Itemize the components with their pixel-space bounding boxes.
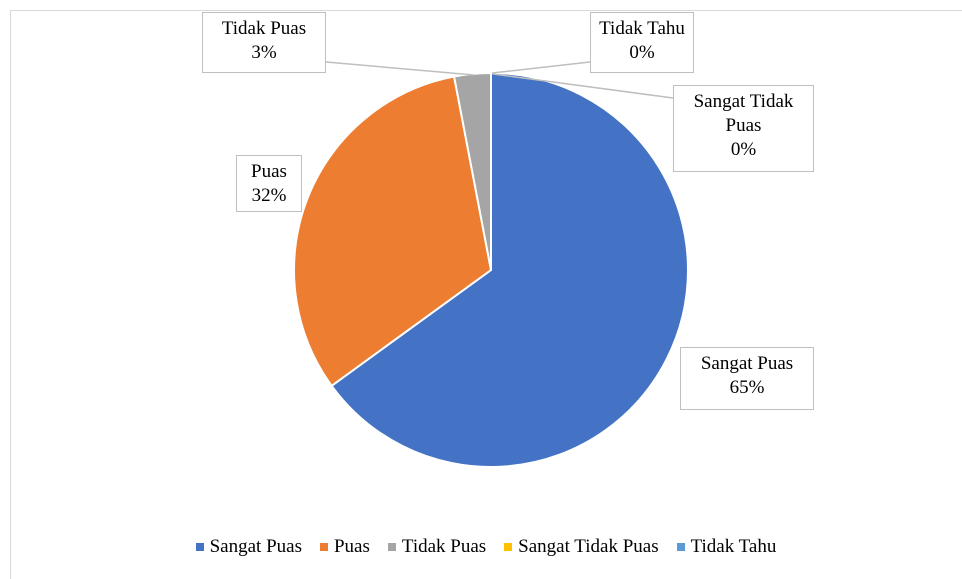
value-label: 65% [729,377,765,398]
value-label: 3% [251,42,277,63]
data-label: Puas 32% [236,155,302,212]
legend-swatch [387,543,396,551]
pie-slice [330,71,689,468]
leader-line [492,73,674,99]
data-label: Tidak Puas 3% [202,12,326,73]
value-label: 0% [629,42,655,63]
data-label: Sangat Puas 65% [680,347,814,410]
legend-item: Tidak Tahu [676,536,777,558]
legend-item: Tidak Puas [387,536,487,558]
category-label: Tidak Puas [221,18,307,39]
legend-item: Sangat Tidak Puas [504,536,659,558]
leader-line [491,61,591,74]
legend-label: Puas [333,536,370,557]
category-label: Sangat Tidak Puas [693,91,794,136]
legend-swatch [195,543,204,551]
legend-swatch [319,543,328,551]
legend-label: Tidak Tahu [690,536,777,557]
legend-swatch [676,543,685,551]
legend-label: Sangat Puas [209,536,302,557]
data-label: Sangat Tidak Puas 0% [673,85,814,172]
legend-item: Puas [319,536,370,558]
legend-swatch [504,543,513,551]
legend-label: Sangat Tidak Puas [518,536,659,557]
pie-slice [293,75,493,388]
legend-item: Sangat Puas [195,536,302,558]
leader-line [325,61,475,76]
category-label: Puas [251,161,287,182]
category-label: Tidak Tahu [599,18,685,39]
legend: Sangat Puas Puas Tidak Puas Sangat Tidak Pu… [10,536,962,558]
data-label: Tidak Tahu 0% [590,12,694,73]
legend-label: Tidak Puas [401,536,487,557]
category-label: Sangat Puas [700,353,794,374]
value-label: 32% [251,185,287,206]
value-label: 0% [730,139,757,160]
